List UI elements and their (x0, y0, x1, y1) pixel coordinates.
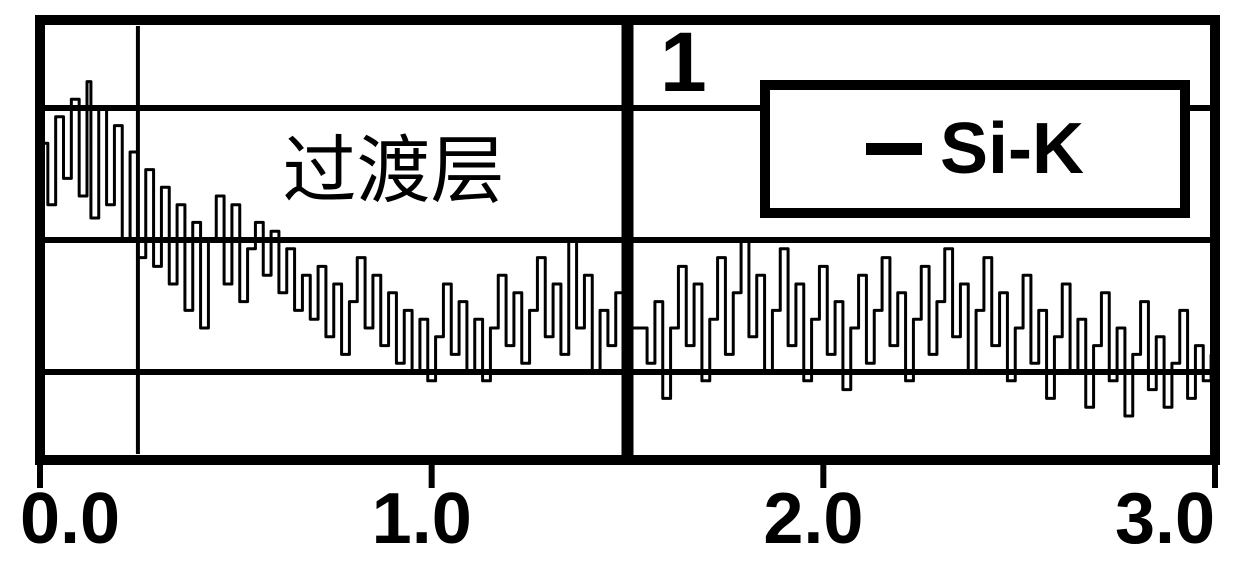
chart-container: 0.0 1.0 2.0 3.0 1 过渡层 Si-K (0, 0, 1240, 576)
xtick-label-0: 0.0 (20, 478, 120, 560)
legend-label: Si-K (940, 108, 1084, 190)
xtick-label-3: 3.0 (1115, 478, 1215, 560)
xtick-label-1: 1.0 (372, 478, 472, 560)
xtick-label-2: 2.0 (763, 478, 863, 560)
legend-box: Si-K (760, 80, 1190, 218)
legend-line-sample (866, 143, 922, 155)
figure-number-label: 1 (660, 14, 707, 111)
transition-layer-annotation: 过渡层 (283, 111, 505, 218)
